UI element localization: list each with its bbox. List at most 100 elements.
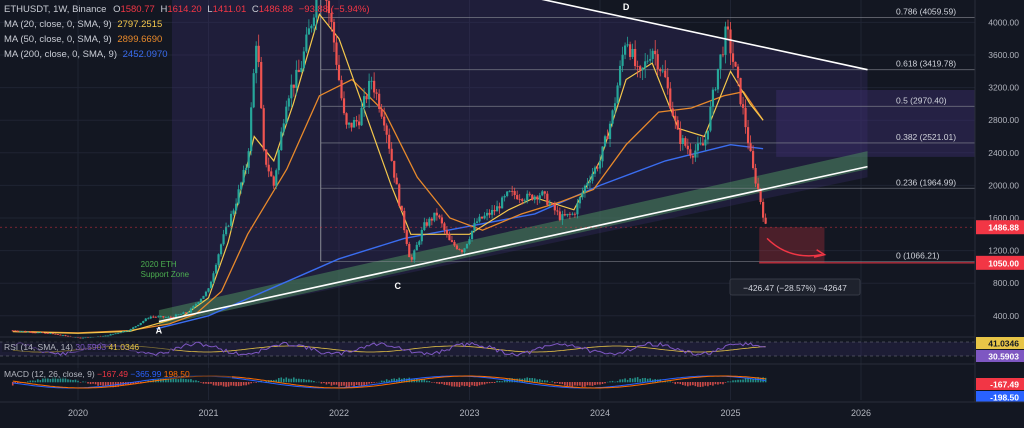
candle-body xyxy=(594,167,596,173)
candle-body xyxy=(278,150,280,170)
candle-body xyxy=(747,127,749,143)
candle-body xyxy=(355,120,357,122)
macd-histogram-bar xyxy=(534,378,536,382)
macd-histogram-bar xyxy=(469,382,471,387)
candle-body xyxy=(393,161,395,178)
ma20-label: MA (20, close, 0, SMA, 9) xyxy=(4,19,112,30)
candle-body xyxy=(245,168,247,170)
macd-histogram-bar xyxy=(627,380,629,382)
macd-histogram-bar xyxy=(92,382,94,384)
candle-body xyxy=(727,26,729,29)
candle-body xyxy=(674,116,676,120)
candle-body xyxy=(383,117,385,126)
candle-body xyxy=(416,245,418,250)
close-label: C xyxy=(252,4,259,15)
candle-body xyxy=(451,240,453,242)
candle-body xyxy=(754,168,756,184)
macd-histogram-bar xyxy=(238,382,240,386)
macd-histogram-bar xyxy=(198,381,200,382)
candle-body xyxy=(488,213,490,215)
candle-body xyxy=(526,194,528,201)
candle-body xyxy=(433,213,435,221)
macd-histogram-bar xyxy=(215,382,217,386)
macd-histogram-bar xyxy=(436,382,438,383)
symbol-label[interactable]: ETHUSDT, 1W, Binance xyxy=(4,4,106,15)
time-tick-label: 2026 xyxy=(851,408,871,418)
candle-body xyxy=(443,223,445,230)
macd-histogram-bar xyxy=(617,381,619,382)
macd-histogram-bar xyxy=(283,379,285,383)
symbol-row: ETHUSDT, 1W, Binance O1580.77 H1614.20 L… xyxy=(4,2,370,17)
candle-body xyxy=(682,138,684,144)
candle-body xyxy=(423,222,425,230)
candle-body xyxy=(212,273,214,281)
macd-histogram-bar xyxy=(574,382,576,385)
candle-body xyxy=(125,331,127,332)
candle-body xyxy=(549,204,551,205)
candle-body xyxy=(609,124,611,139)
macd-histogram-bar xyxy=(459,382,461,387)
candle-body xyxy=(227,226,229,227)
candle-body xyxy=(739,78,741,104)
macd-histogram-bar xyxy=(637,377,639,382)
macd-histogram-bar xyxy=(499,381,501,382)
macd-histogram-bar xyxy=(559,382,561,384)
macd-histogram-bar xyxy=(308,380,310,383)
macd-histogram-bar xyxy=(710,382,712,385)
candle-body xyxy=(268,165,270,172)
macd-histogram-bar xyxy=(35,381,37,383)
candle-body xyxy=(629,44,631,57)
macd-histogram-bar xyxy=(37,379,39,382)
candle-body xyxy=(662,71,664,72)
candle-body xyxy=(378,94,380,109)
ma50-row[interactable]: MA (50, close, 0, SMA, 9) 2899.6690 xyxy=(4,32,370,47)
candle-body xyxy=(120,332,122,333)
candle-body xyxy=(536,197,538,200)
macd-histogram-bar xyxy=(248,382,250,384)
candle-body xyxy=(599,161,601,168)
macd-histogram-bar xyxy=(554,382,556,383)
ma200-row[interactable]: MA (200, close, 0, SMA, 9) 2452.0970 xyxy=(4,47,370,62)
macd-histogram-bar xyxy=(456,382,458,387)
macd-histogram-bar xyxy=(717,382,719,385)
candle-body xyxy=(561,214,563,220)
ma20-row[interactable]: MA (20, close, 0, SMA, 9) 2797.2515 xyxy=(4,17,370,32)
candle-body xyxy=(438,215,440,217)
candle-body xyxy=(564,214,566,215)
candle-body xyxy=(202,296,204,299)
candle-body xyxy=(749,143,751,151)
macd-histogram-bar xyxy=(735,380,737,382)
macd-histogram-bar xyxy=(622,379,624,382)
macd-histogram-bar xyxy=(323,382,325,383)
candle-body xyxy=(744,108,746,127)
candle-body xyxy=(421,230,423,241)
fib-level-label: 0.618 (3419.78) xyxy=(896,59,956,69)
macd-histogram-bar xyxy=(562,382,564,384)
macd-histogram-bar xyxy=(740,380,742,383)
candle-body xyxy=(248,151,250,168)
macd-histogram-bar xyxy=(331,382,333,386)
candle-body xyxy=(197,302,199,304)
candle-body xyxy=(360,108,362,125)
candle-body xyxy=(220,244,222,254)
candle-body xyxy=(757,184,759,189)
candle-body xyxy=(243,170,245,183)
macd-histogram-bar xyxy=(343,382,345,386)
macd-histogram-bar xyxy=(642,378,644,382)
macd-histogram-bar xyxy=(280,377,282,382)
macd-histogram-bar xyxy=(208,382,210,384)
candle-body xyxy=(752,151,754,168)
rsi-badge-label: 30.5903 xyxy=(988,352,1019,362)
candle-body xyxy=(576,203,578,214)
candle-body xyxy=(734,62,736,67)
fib-level-label: 0.382 (2521.01) xyxy=(896,132,956,142)
candle-body xyxy=(481,217,483,219)
macd-histogram-bar xyxy=(386,379,388,382)
macd-histogram-bar xyxy=(715,382,717,384)
candle-body xyxy=(418,241,420,245)
price-axis[interactable]: 5200.004800.004400.004000.003600.003200.… xyxy=(975,0,1024,423)
macd-histogram-bar xyxy=(210,382,212,384)
macd-legend: MACD (12, 26, close, 9) −167.49 −365.99 … xyxy=(4,369,190,379)
